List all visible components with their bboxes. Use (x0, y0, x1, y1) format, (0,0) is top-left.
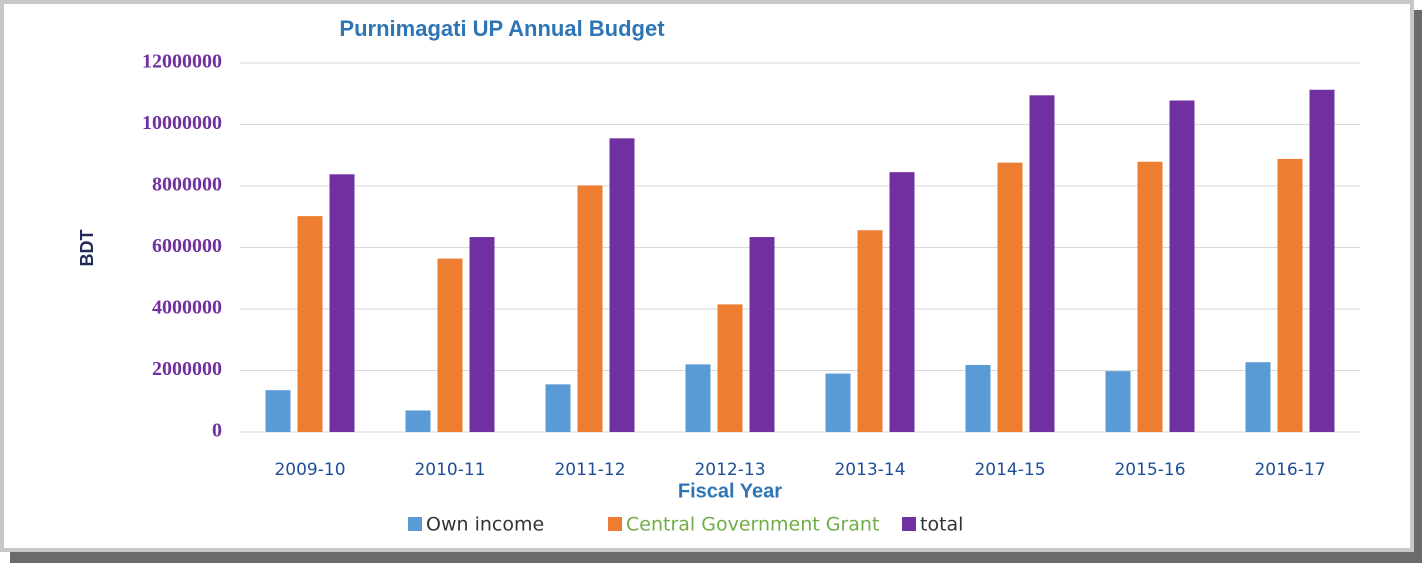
y-tick-label: 0 (212, 420, 222, 442)
chart-title: Purnimagati UP Annual Budget (339, 16, 665, 41)
legend-swatch (902, 517, 916, 531)
bar (437, 258, 463, 432)
bar (329, 174, 355, 432)
legend-label: Central Government Grant (626, 514, 879, 536)
x-tick-label: 2009-10 (274, 460, 345, 480)
legend-label: total (920, 514, 963, 536)
bar (469, 237, 495, 432)
y-tick-label: 12000000 (142, 51, 222, 73)
bar (1309, 89, 1335, 432)
legend-label: Own income (426, 514, 544, 536)
y-tick-label: 8000000 (152, 174, 222, 196)
x-tick-label: 2015-16 (1114, 460, 1185, 480)
x-tick-label: 2013-14 (834, 460, 905, 480)
bar (297, 216, 323, 432)
bar (405, 410, 431, 432)
bar (889, 172, 915, 432)
y-tick-label: 4000000 (152, 297, 222, 319)
bar (1029, 95, 1055, 432)
bar (685, 364, 711, 432)
bar (997, 162, 1023, 432)
bar (265, 390, 291, 432)
legend-swatch (408, 517, 422, 531)
x-tick-label: 2014-15 (974, 460, 1045, 480)
bar (1245, 362, 1271, 432)
bar (717, 304, 743, 432)
bar (1277, 158, 1303, 432)
y-tick-label: 10000000 (142, 112, 222, 134)
x-axis-label: Fiscal Year (678, 480, 782, 502)
bar (965, 364, 991, 432)
bar (1169, 100, 1195, 432)
bar (825, 373, 851, 432)
y-tick-label: 6000000 (152, 235, 222, 257)
x-tick-label: 2016-17 (1254, 460, 1325, 480)
bar (577, 185, 603, 432)
y-tick-label: 2000000 (152, 358, 222, 380)
x-tick-label: 2010-11 (414, 460, 485, 480)
bar (749, 237, 775, 432)
bar (857, 230, 883, 432)
bar (1137, 161, 1163, 432)
bar (609, 138, 635, 432)
bar (1105, 371, 1131, 432)
x-tick-label: 2011-12 (554, 460, 625, 480)
bar (545, 384, 571, 432)
x-tick-label: 2012-13 (694, 460, 765, 480)
legend-swatch (608, 517, 622, 531)
y-axis-label: BDT (77, 230, 97, 267)
